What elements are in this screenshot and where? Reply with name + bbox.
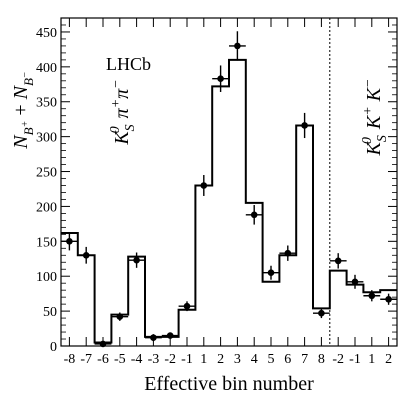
data-point-marker bbox=[368, 292, 376, 300]
x-tick-label: -3 bbox=[148, 352, 160, 367]
svg-text:NB+ + NB−: NB+ + NB− bbox=[10, 71, 36, 149]
data-point bbox=[178, 301, 196, 312]
data-point bbox=[212, 65, 229, 92]
plot-frame bbox=[60, 17, 398, 347]
y-tick-label: 350 bbox=[36, 96, 57, 111]
x-tick-labels: -8 -7 -6 -5 -4 -3 -2 -1 1 2 3 4 5 6 7 8 -2 -1 1 2 bbox=[64, 352, 393, 367]
data-point bbox=[296, 112, 313, 139]
x-tick-label: 6 bbox=[284, 352, 291, 367]
data-point bbox=[229, 31, 246, 61]
x-tick-label: -1 bbox=[181, 352, 193, 367]
y-tick-label: 0 bbox=[50, 340, 57, 355]
data-point-marker bbox=[250, 211, 258, 219]
y-tick-label: 200 bbox=[36, 200, 57, 215]
x-axis-title: Effective bin number bbox=[144, 373, 314, 395]
data-point-marker bbox=[150, 334, 157, 341]
y-tick-label: 300 bbox=[36, 131, 57, 146]
experiment-label: LHCb bbox=[106, 54, 151, 74]
data-point bbox=[245, 205, 263, 225]
x-tick-label: -1 bbox=[349, 352, 361, 367]
data-point-marker bbox=[200, 182, 208, 189]
y-tick-label: 250 bbox=[36, 166, 57, 181]
x-tick-label: -2 bbox=[332, 352, 344, 367]
x-tick-label: 8 bbox=[318, 352, 325, 367]
axis-ticks bbox=[61, 18, 397, 347]
data-point bbox=[262, 265, 280, 280]
data-point-marker bbox=[234, 42, 241, 50]
data-point bbox=[77, 246, 95, 264]
data-point bbox=[161, 332, 179, 339]
data-point bbox=[279, 245, 297, 261]
data-points-series bbox=[61, 31, 397, 348]
data-point bbox=[128, 252, 145, 268]
x-tick-label: 1 bbox=[200, 352, 207, 367]
x-tick-label: -2 bbox=[164, 352, 176, 367]
y-tick-label: 50 bbox=[43, 305, 57, 320]
x-tick-label: 1 bbox=[368, 352, 375, 367]
y-tick-label: 100 bbox=[36, 270, 57, 285]
data-point-marker bbox=[301, 122, 308, 129]
data-point bbox=[111, 312, 129, 321]
data-point-marker bbox=[267, 269, 275, 277]
data-point-marker bbox=[284, 249, 292, 257]
data-point-marker bbox=[183, 302, 191, 310]
histogram-line bbox=[61, 58, 397, 344]
region-label-kspipi: KS0 π+π− bbox=[108, 79, 138, 145]
x-tick-label: -7 bbox=[80, 352, 92, 367]
data-point bbox=[61, 232, 78, 251]
region-label-kskk: KS0 K+ K− bbox=[360, 79, 390, 157]
data-point-marker bbox=[318, 309, 325, 317]
data-point-marker bbox=[116, 313, 124, 320]
x-tick-label: 4 bbox=[251, 352, 258, 367]
x-tick-label: -5 bbox=[114, 352, 126, 367]
y-tick-label: 150 bbox=[36, 235, 57, 250]
data-point bbox=[313, 308, 330, 319]
x-tick-label: -8 bbox=[64, 352, 76, 367]
data-point-marker bbox=[385, 295, 392, 303]
x-tick-label: 2 bbox=[385, 352, 392, 367]
y-tick-label: 450 bbox=[36, 26, 57, 41]
data-point bbox=[145, 334, 162, 342]
data-point bbox=[195, 175, 213, 196]
y-tick-labels: 0 50 100 150 200 250 300 350 400 450 bbox=[36, 26, 57, 355]
histogram-series bbox=[61, 58, 397, 344]
svg-text:KS0 K+ K−: KS0 K+ K− bbox=[360, 79, 390, 157]
data-point-marker bbox=[334, 257, 342, 265]
y-axis-title: NB+ + NB− bbox=[10, 71, 36, 149]
data-point-marker bbox=[133, 256, 140, 264]
data-point bbox=[346, 274, 364, 289]
y-tick-label: 400 bbox=[36, 61, 57, 76]
x-tick-label: 7 bbox=[301, 352, 308, 367]
data-point-marker bbox=[217, 75, 224, 83]
x-tick-label: 2 bbox=[217, 352, 224, 367]
svg-text:KS0 π+π−: KS0 π+π− bbox=[108, 79, 138, 145]
x-tick-label: 3 bbox=[234, 352, 241, 367]
region-label-kskk-text: K bbox=[363, 140, 385, 156]
region-label-kspipi-text: K bbox=[111, 130, 133, 146]
data-point bbox=[380, 293, 397, 305]
x-tick-label: 5 bbox=[268, 352, 275, 367]
data-point-marker bbox=[82, 251, 90, 259]
data-point bbox=[363, 290, 381, 302]
data-point-marker bbox=[66, 238, 73, 245]
data-point bbox=[329, 253, 347, 269]
data-point-marker bbox=[166, 332, 174, 339]
x-tick-label: -4 bbox=[131, 352, 143, 367]
x-tick-label: -6 bbox=[97, 352, 109, 367]
data-point-marker bbox=[351, 278, 359, 286]
